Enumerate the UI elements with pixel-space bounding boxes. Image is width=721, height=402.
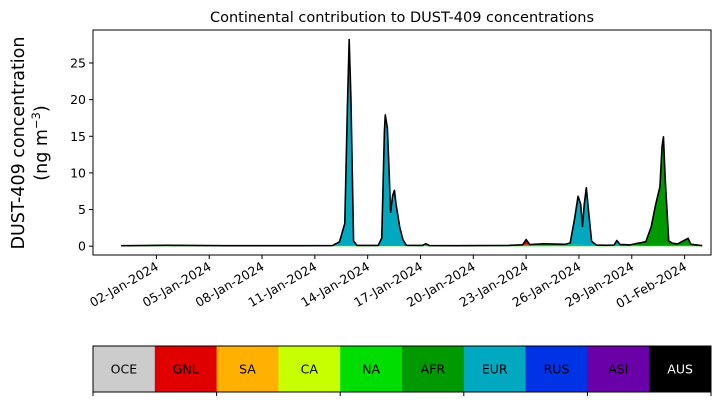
y-tick-label: 15 [70, 129, 86, 144]
colorbar-cell-aus [649, 346, 712, 392]
series-area-eur [121, 39, 703, 246]
colorbar-cell-oce [93, 346, 156, 392]
series-areas [121, 39, 703, 247]
colorbar-cell-ca [278, 346, 341, 392]
plot-frame [92, 29, 712, 256]
colorbar-label-na: NA [362, 362, 380, 377]
total-line-group [121, 38, 703, 247]
colorbar-label-sa: SA [239, 362, 256, 377]
colorbar-label-aus: AUS [667, 362, 693, 377]
chart-title: Continental contribution to DUST-409 con… [210, 10, 594, 26]
colorbar-label-oce: OCE [111, 362, 138, 377]
series-area-rus [121, 39, 703, 246]
y-axis-label-line1: DUST-409 concentration [9, 37, 29, 250]
colorbar-cell-afr [402, 346, 465, 392]
colorbar-label-rus: RUS [544, 362, 570, 377]
y-axis-label-line2: (ng m−3) [29, 105, 52, 180]
total-concentration-line [121, 38, 703, 247]
colorbar-label-afr: AFR [421, 362, 446, 377]
continent-colorbar: OCE GNL SA CA NA AFR EUR RUS ASI AUS [92, 345, 712, 396]
y-tick-label: 25 [70, 55, 86, 70]
y-axis: 0 5 10 15 20 25 [70, 55, 93, 254]
x-axis: 02-Jan-202405-Jan-202408-Jan-202411-Jan-… [87, 255, 689, 311]
colorbar-frame [92, 345, 712, 393]
colorbar-cell-gnl [154, 346, 218, 392]
colorbar-cell-rus [525, 346, 588, 392]
y-tick-label: 10 [70, 165, 86, 180]
colorbar-cell-eur [463, 346, 527, 392]
y-tick-label: 5 [78, 202, 86, 217]
colorbar-label-gnl: GNL [173, 362, 199, 377]
y-tick-label: 0 [78, 239, 86, 254]
colorbar-label-asi: ASI [608, 362, 628, 377]
series-area-gnl [121, 137, 703, 246]
colorbar-cell-asi [587, 346, 650, 392]
colorbar-label-eur: EUR [482, 362, 508, 377]
colorbar-label-ca: CA [301, 362, 319, 377]
series-area-afr [121, 137, 703, 246]
colorbar-cell-sa [216, 346, 279, 392]
colorbar-cell-na [340, 346, 403, 392]
y-axis-label: DUST-409 concentration (ng m−3) [9, 37, 52, 250]
y-tick-label: 20 [70, 92, 86, 107]
